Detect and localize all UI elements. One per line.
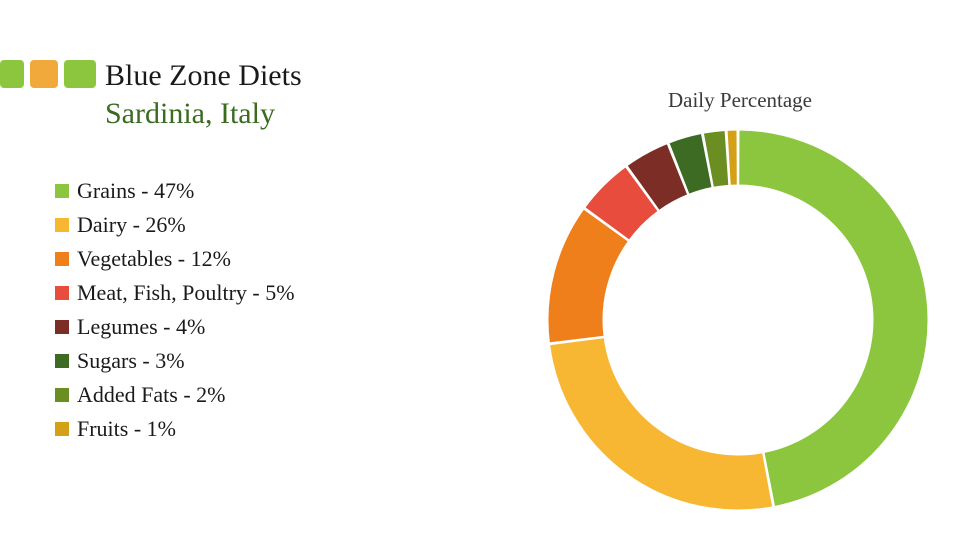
legend-swatch — [55, 286, 69, 300]
legend-swatch — [55, 320, 69, 334]
donut-chart — [548, 130, 928, 510]
legend-label: Fruits - 1% — [77, 416, 176, 442]
legend-item: Vegetables - 12% — [55, 246, 295, 272]
title-line-1: Blue Zone Diets — [105, 57, 302, 95]
legend-swatch — [55, 184, 69, 198]
legend-swatch — [55, 422, 69, 436]
legend-label: Meat, Fish, Poultry - 5% — [77, 280, 295, 306]
legend-label: Added Fats - 2% — [77, 382, 225, 408]
donut-slice — [550, 338, 773, 510]
legend-label: Legumes - 4% — [77, 314, 205, 340]
title-block: Blue Zone Diets Sardinia, Italy — [105, 57, 302, 133]
legend-item: Fruits - 1% — [55, 416, 295, 442]
legend-item: Legumes - 4% — [55, 314, 295, 340]
chart-title: Daily Percentage — [630, 88, 850, 113]
legend-item: Dairy - 26% — [55, 212, 295, 238]
title-line-2: Sardinia, Italy — [105, 95, 302, 133]
legend-item: Grains - 47% — [55, 178, 295, 204]
legend-swatch — [55, 388, 69, 402]
legend-label: Vegetables - 12% — [77, 246, 231, 272]
donut-slice — [739, 130, 928, 506]
accent-bar-2 — [64, 60, 96, 88]
legend-label: Dairy - 26% — [77, 212, 186, 238]
accent-bar-1 — [30, 60, 58, 88]
legend: Grains - 47% Dairy - 26% Vegetables - 12% M… — [55, 178, 295, 442]
slide: Blue Zone Diets Sardinia, Italy Grains -… — [0, 0, 960, 540]
legend-swatch — [55, 252, 69, 266]
legend-label: Grains - 47% — [77, 178, 194, 204]
donut-svg — [548, 130, 928, 510]
legend-item: Meat, Fish, Poultry - 5% — [55, 280, 295, 306]
legend-swatch — [55, 218, 69, 232]
legend-item: Added Fats - 2% — [55, 382, 295, 408]
legend-label: Sugars - 3% — [77, 348, 185, 374]
accent-bar-0 — [0, 60, 24, 88]
legend-swatch — [55, 354, 69, 368]
legend-item: Sugars - 3% — [55, 348, 295, 374]
title-accent-bars — [0, 60, 96, 88]
